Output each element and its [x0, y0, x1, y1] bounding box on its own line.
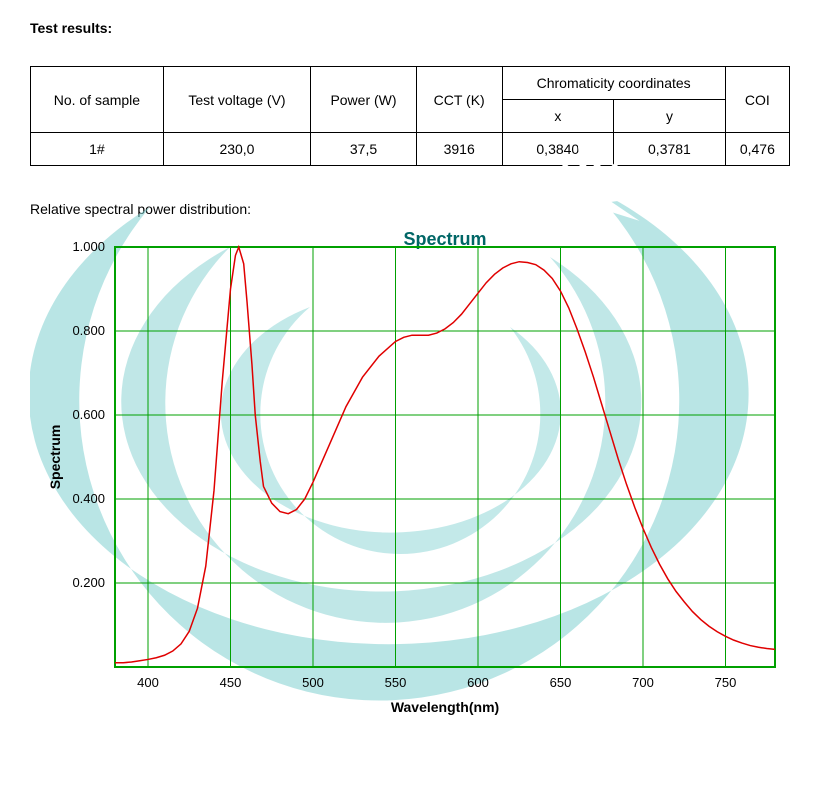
chart-subtitle: Relative spectral power distribution:: [30, 201, 810, 217]
col-sample: No. of sample: [31, 67, 164, 133]
spectrum-chart: Spectrum 400 450 500 550 600 650 700 750 0.200 0.4…: [30, 227, 790, 727]
svg-text:400: 400: [137, 675, 159, 690]
svg-text:500: 500: [302, 675, 324, 690]
svg-text:Wavelength(nm): Wavelength(nm): [391, 699, 499, 715]
cell-power: 37,5: [311, 133, 417, 166]
col-coi: COI: [725, 67, 789, 133]
cell-voltage: 230,0: [163, 133, 310, 166]
col-power: Power (W): [311, 67, 417, 133]
svg-text:0.400: 0.400: [72, 491, 105, 506]
page-heading: Test results:: [30, 20, 810, 36]
table-row: 1# 230,0 37,5 3916 0,3840 0,3781 0,476: [31, 133, 790, 166]
col-chroma-group: Chromaticity coordinates: [502, 67, 725, 100]
col-cct: CCT (K): [416, 67, 502, 133]
svg-text:650: 650: [550, 675, 572, 690]
svg-text:550: 550: [385, 675, 407, 690]
spectrum-line: [115, 247, 775, 663]
svg-text:1.000: 1.000: [72, 239, 105, 254]
cell-sample: 1#: [31, 133, 164, 166]
svg-text:0.800: 0.800: [72, 323, 105, 338]
svg-text:0.200: 0.200: [72, 575, 105, 590]
svg-text:Spectrum: Spectrum: [47, 425, 63, 490]
cell-chroma-y: 0,3781: [614, 133, 726, 166]
col-chroma-x: x: [502, 100, 614, 133]
chart-canvas: Spectrum 400 450 500 550 600 650 700 750 0.200 0.4…: [30, 227, 790, 727]
results-table: No. of sample Test voltage (V) Power (W)…: [30, 66, 790, 166]
cell-cct: 3916: [416, 133, 502, 166]
table-header-row: No. of sample Test voltage (V) Power (W)…: [31, 67, 790, 100]
svg-text:750: 750: [715, 675, 737, 690]
col-chroma-y: y: [614, 100, 726, 133]
svg-text:600: 600: [467, 675, 489, 690]
cell-coi: 0,476: [725, 133, 789, 166]
svg-text:450: 450: [220, 675, 242, 690]
cell-chroma-x: 0,3840: [502, 133, 614, 166]
svg-text:0.600: 0.600: [72, 407, 105, 422]
col-voltage: Test voltage (V): [163, 67, 310, 133]
svg-text:700: 700: [632, 675, 654, 690]
